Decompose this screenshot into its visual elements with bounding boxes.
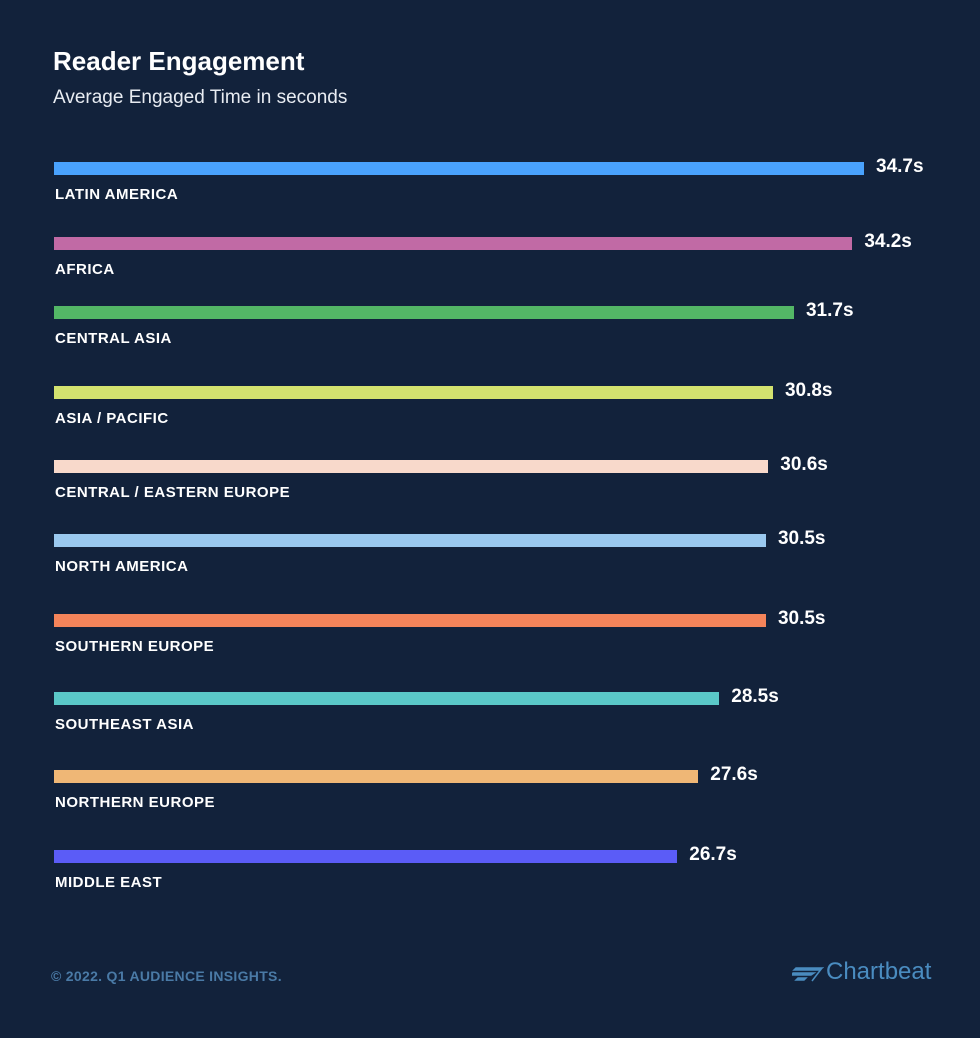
brand-name: Chartbeat: [826, 958, 932, 985]
bar: [54, 306, 794, 319]
bar-value-label: 27.6s: [710, 764, 758, 785]
category-label: LATIN AMERICA: [55, 186, 179, 203]
bar-value-label: 31.7s: [805, 300, 854, 321]
category-label: NORTH AMERICA: [55, 558, 189, 575]
chart-subtitle: Average Engaged Time in seconds: [53, 87, 348, 108]
bar: [54, 386, 773, 399]
chartbeat-logo: Chartbeat: [792, 958, 931, 986]
bar-value-label: 26.7s: [689, 844, 737, 865]
bar-value-label: 30.8s: [784, 380, 833, 401]
bar: [54, 770, 699, 783]
category-label: CENTRAL / EASTERN EUROPE: [55, 484, 291, 501]
category-label: SOUTHERN EUROPE: [55, 638, 215, 655]
bar: [54, 692, 720, 705]
chartbeat-logo-icon: [792, 967, 824, 982]
chart-title: Reader Engagement: [53, 46, 305, 76]
bar: [54, 237, 853, 250]
bar-value-label: 34.7s: [876, 156, 924, 177]
copyright-footer: © 2022. Q1 AUDIENCE INSIGHTS.: [51, 968, 282, 984]
bar: [54, 534, 766, 547]
bar-value-label: 28.5s: [731, 686, 779, 707]
bar-value-label: 30.5s: [777, 608, 826, 629]
category-label: MIDDLE EAST: [55, 874, 163, 891]
bar: [54, 460, 769, 473]
bar-value-label: 30.5s: [777, 528, 826, 549]
bar-value-label: 34.2s: [864, 231, 912, 252]
category-label: NORTHERN EUROPE: [55, 794, 216, 811]
bar: [54, 850, 678, 863]
bar-value-label: 30.6s: [780, 454, 828, 475]
bar: [54, 614, 766, 627]
bar: [54, 162, 864, 175]
category-label: ASIA / PACIFIC: [55, 410, 169, 427]
category-label: CENTRAL ASIA: [55, 330, 172, 347]
category-label: AFRICA: [55, 261, 115, 278]
category-label: SOUTHEAST ASIA: [55, 716, 194, 733]
